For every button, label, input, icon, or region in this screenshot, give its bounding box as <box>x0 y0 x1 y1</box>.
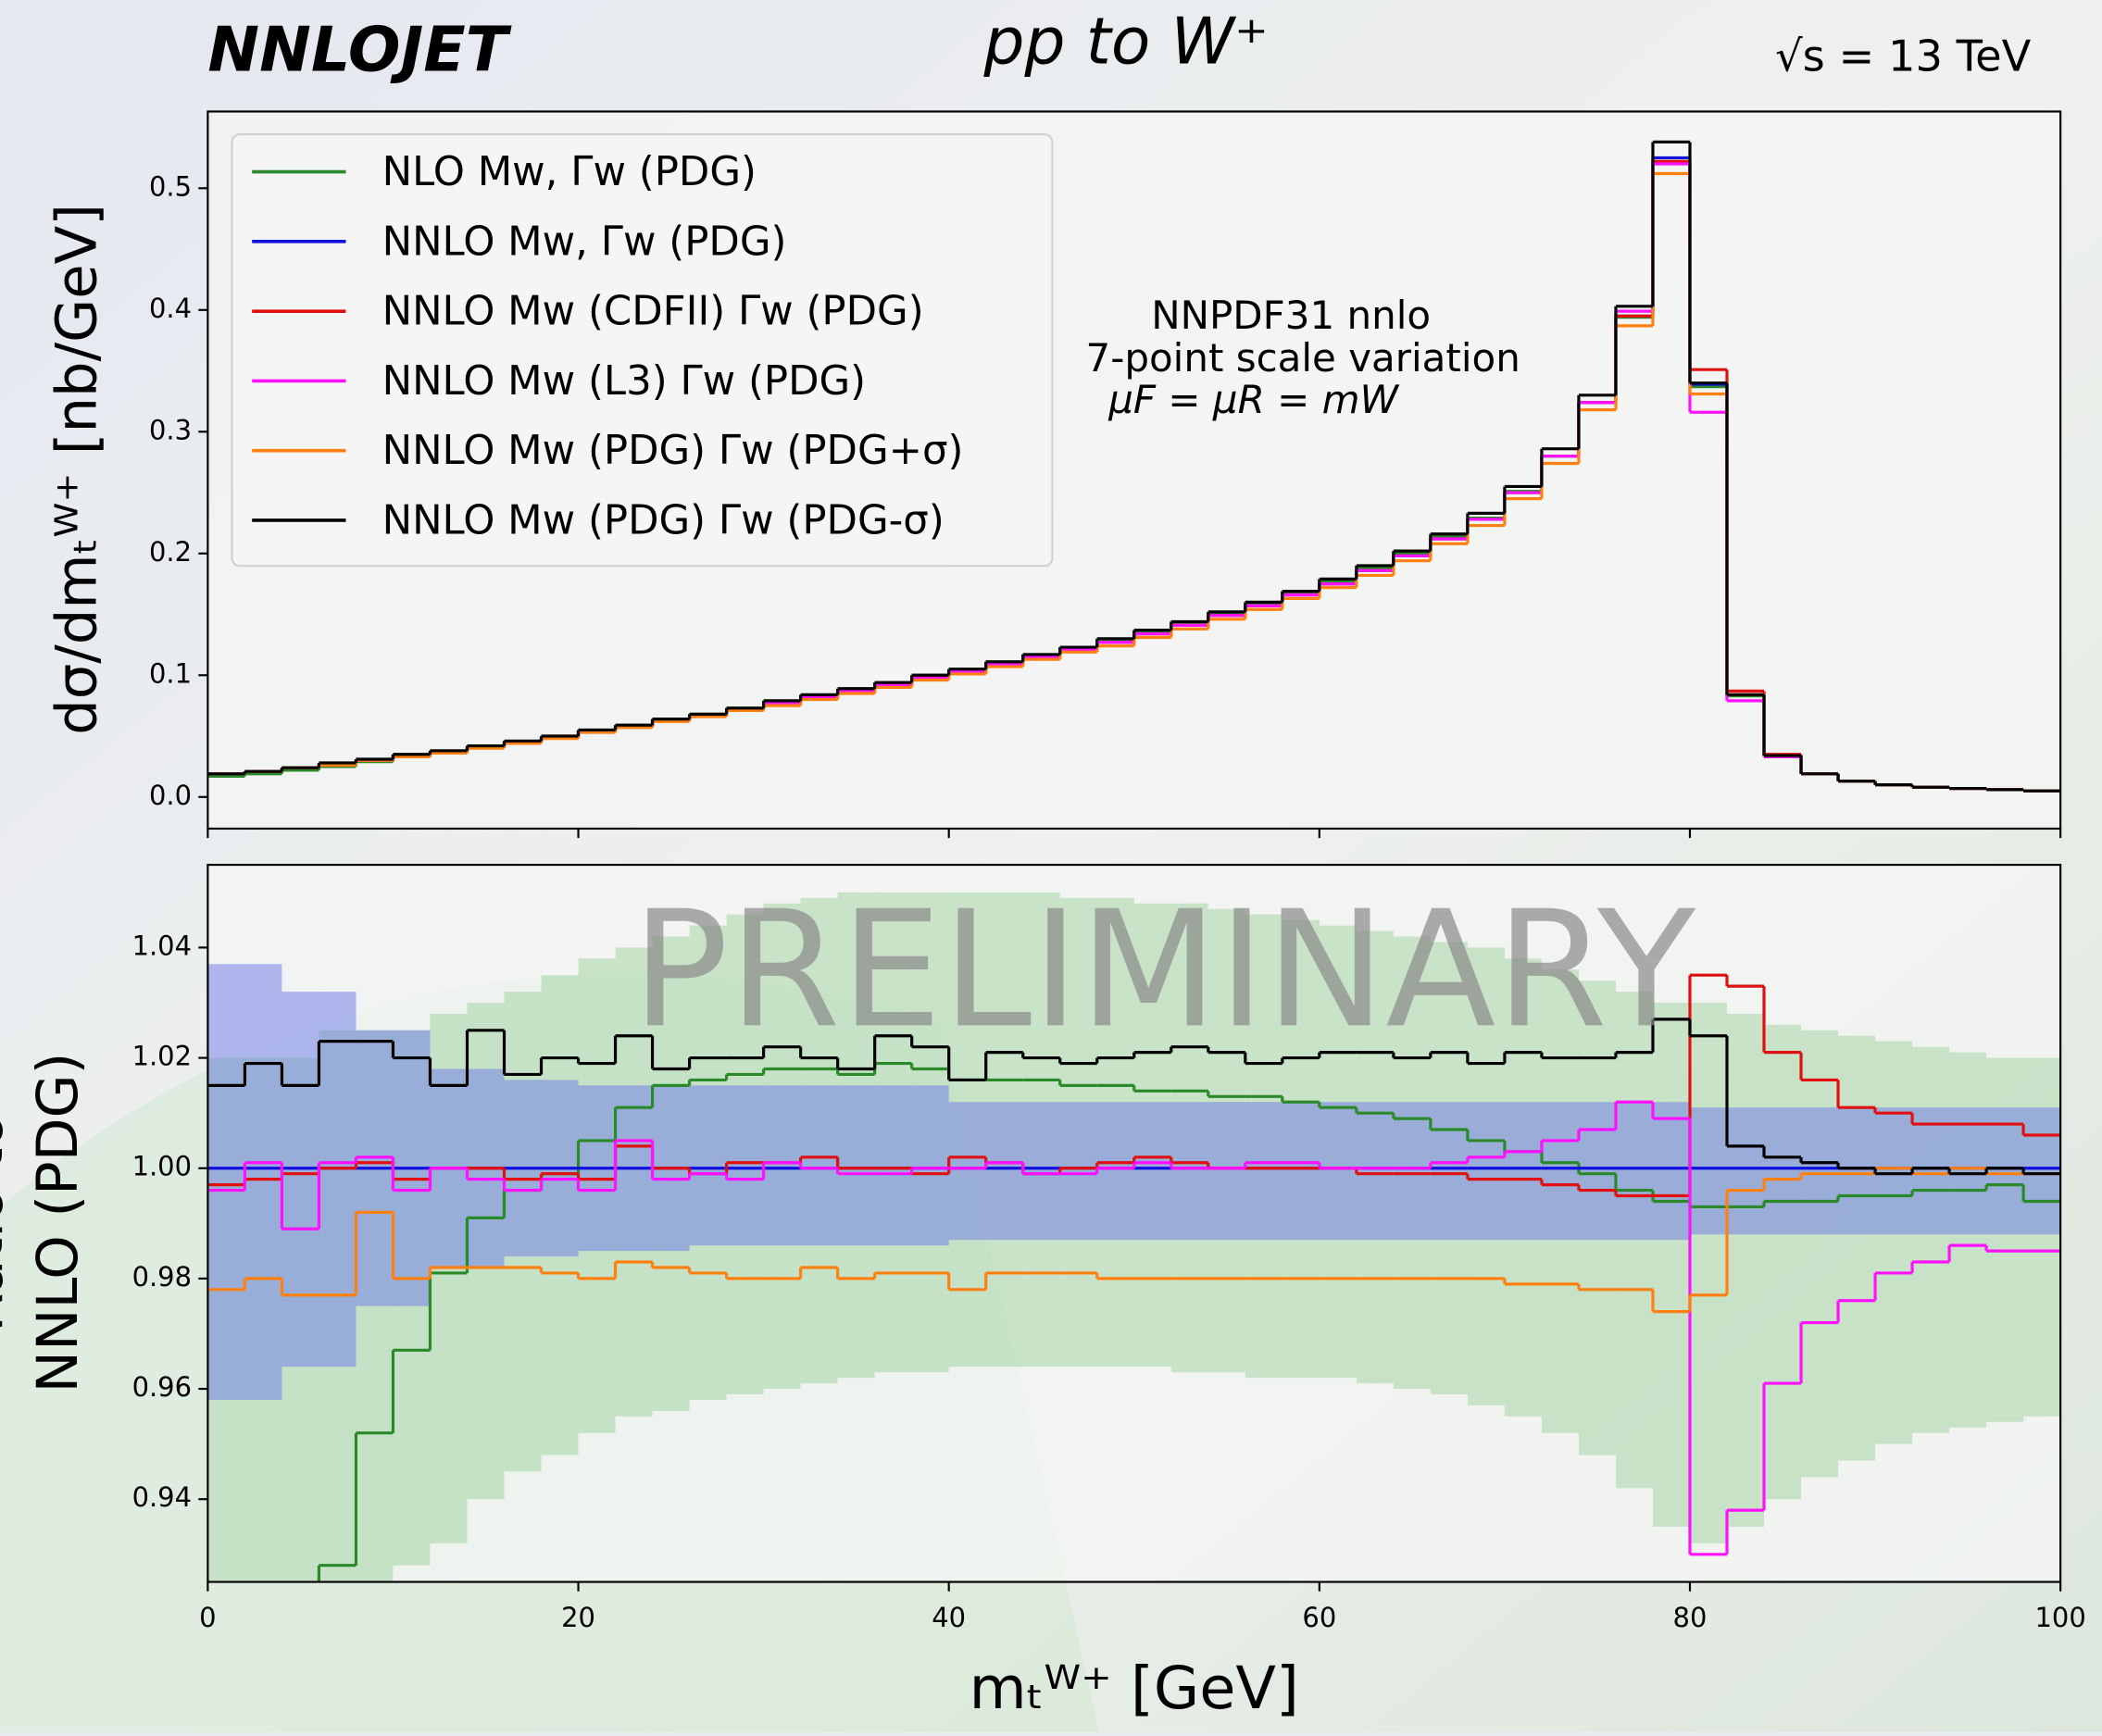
legend-label: NNLO Mw (CDFII) Γw (PDG) <box>382 289 924 335</box>
legend-label: NNLO Mw (L3) Γw (PDG) <box>382 358 867 405</box>
scale-band <box>689 1085 727 1246</box>
plot-layer <box>207 140 2061 793</box>
scale-band <box>1615 1102 1653 1241</box>
brand: NNLOJET <box>207 13 511 85</box>
y-tick-label: 0.98 <box>132 1261 192 1293</box>
scale-band <box>319 992 357 1368</box>
x-tick-label: 60 <box>1302 1602 1336 1633</box>
scale-band <box>1764 1107 1802 1235</box>
y-tick-label: 1.00 <box>132 1151 192 1182</box>
scale-band <box>1986 1107 2024 1235</box>
scale-band <box>1059 1102 1097 1241</box>
legend-box <box>231 132 1054 568</box>
scale-band <box>948 1102 986 1241</box>
scale-band <box>1764 1024 1802 1500</box>
scale-band <box>1912 1107 1950 1235</box>
y-tick-label: 0.1 <box>149 657 192 689</box>
scale-band <box>1726 1013 1765 1527</box>
x-tick-label: 40 <box>932 1602 966 1633</box>
y-tick-label: 0.96 <box>132 1371 192 1403</box>
y-tick-label: 0.3 <box>149 414 192 445</box>
scale-band <box>874 1085 912 1246</box>
step-riser <box>243 1102 1988 1555</box>
scale-band <box>1689 1107 1727 1235</box>
scale-band <box>985 1102 1023 1241</box>
y-tick-label: 0.4 <box>149 293 192 324</box>
chart-title: pp to W⁺ <box>982 6 1268 80</box>
scale-band <box>1245 1102 1282 1241</box>
scale-band <box>1838 1035 1876 1461</box>
scale-band <box>1726 1107 1765 1235</box>
scale-band <box>763 1085 801 1246</box>
y-axis-label: dσ/dmₜᵂ⁺ [nb/GeV] <box>44 204 109 735</box>
scale-band <box>1356 1102 1394 1241</box>
scale-band <box>1801 1107 1839 1235</box>
scale-band <box>1393 1102 1431 1241</box>
scale-band <box>1801 1030 1839 1478</box>
scale-band <box>1652 1102 1690 1241</box>
scale-band <box>244 964 282 1400</box>
x-tick-label: 100 <box>2035 1602 2086 1633</box>
y-axis-label: Ratio to <box>0 1113 16 1331</box>
scale-band <box>1578 1102 1616 1241</box>
y-tick-label: 0.2 <box>149 536 192 568</box>
scale-band <box>1133 1102 1171 1241</box>
scale-band <box>1096 1102 1134 1241</box>
x-axis-label: mₜᵂ⁺ [GeV] <box>970 1655 1299 1723</box>
scale-band <box>2023 1107 2061 1235</box>
watermark: PRELIMINARY <box>632 876 1696 1063</box>
scale-band <box>1689 1002 1727 1543</box>
x-tick-label: 20 <box>561 1602 595 1633</box>
scale-band <box>1504 1102 1542 1241</box>
scale-band <box>282 992 319 1368</box>
scale-band <box>1875 1041 1913 1444</box>
step-riser <box>243 142 2025 792</box>
legend-label: NLO Mw, Γw (PDG) <box>382 149 757 195</box>
legend-label: NNLO Mw, Γw (PDG) <box>382 219 787 265</box>
scale-band <box>1430 1102 1468 1241</box>
annotation: μF = μR = mW <box>1107 377 1399 422</box>
scale-band <box>1949 1107 1987 1235</box>
scale-band <box>1282 1102 1320 1241</box>
y-tick-label: 1.02 <box>132 1041 192 1072</box>
scale-band <box>1912 1046 1950 1433</box>
y-tick-label: 0.0 <box>149 780 192 811</box>
scale-band <box>1541 1102 1579 1241</box>
scale-band <box>726 1085 764 1246</box>
scale-band <box>837 1085 875 1246</box>
scale-band <box>207 964 245 1400</box>
annotation: 7-point scale variation <box>1086 335 1520 381</box>
axes-frame <box>206 110 2062 831</box>
scale-band <box>1467 1102 1505 1241</box>
y-axis-label: NNLO (PDG) <box>26 1053 91 1393</box>
scale-band <box>1652 1002 1690 1527</box>
scale-band <box>800 1085 838 1246</box>
y-tick-label: 1.04 <box>132 930 192 961</box>
x-tick-label: 80 <box>1673 1602 1708 1633</box>
scale-band <box>1875 1107 1913 1235</box>
scale-band <box>1838 1107 1876 1235</box>
scale-band <box>1022 1102 1060 1241</box>
annotation: NNPDF31 nnlo <box>1151 293 1431 338</box>
x-tick-label: 0 <box>199 1602 216 1633</box>
legend: NLO Mw, Γw (PDG) NNLO Mw, Γw (PDG) NNLO Mw… <box>231 132 1054 568</box>
scale-band <box>1319 1102 1357 1241</box>
y-tick-label: 0.94 <box>132 1481 192 1513</box>
step-riser <box>243 1018 2025 1174</box>
scale-band <box>1170 1102 1208 1241</box>
axes-frame <box>206 863 2062 1583</box>
energy-label: √s = 13 TeV <box>1775 31 2031 81</box>
plot-layer <box>207 892 2061 1582</box>
scale-band <box>911 1085 949 1246</box>
legend-label: NNLO Mw (PDG) Γw (PDG+σ) <box>382 428 964 474</box>
scale-band <box>1207 1102 1245 1241</box>
legend-label: NNLO Mw (PDG) Γw (PDG-σ) <box>382 497 945 543</box>
y-tick-label: 0.5 <box>149 170 192 202</box>
